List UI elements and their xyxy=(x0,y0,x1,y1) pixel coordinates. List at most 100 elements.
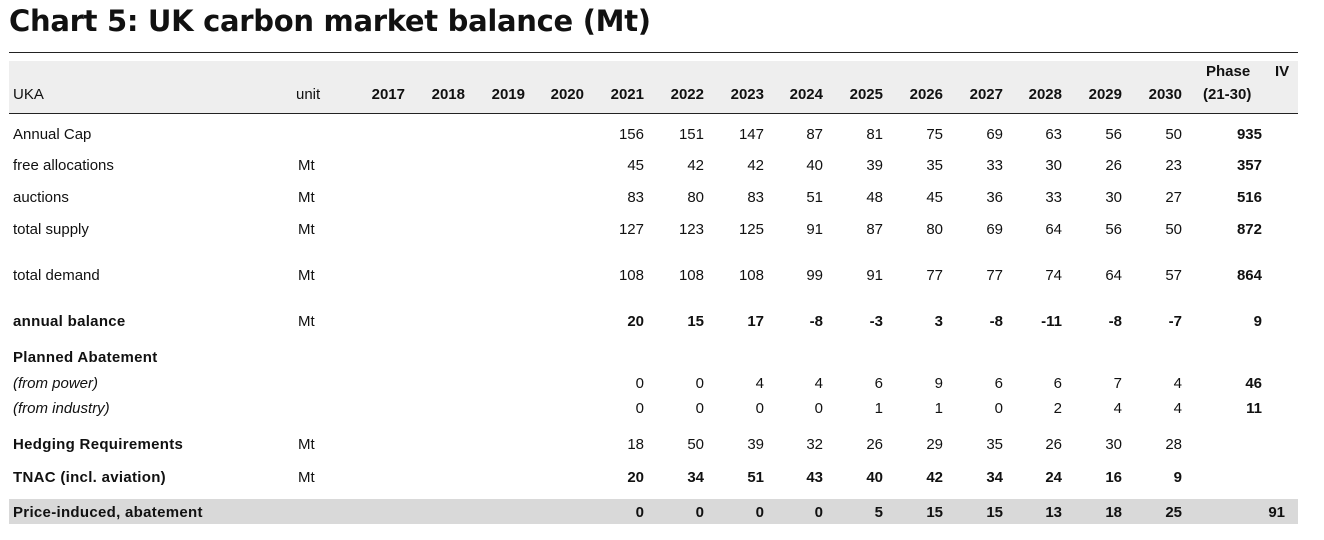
header-year: 2021 xyxy=(610,86,644,103)
phase-total: 357 xyxy=(1236,157,1262,174)
data-cell: -3 xyxy=(869,313,883,330)
data-cell: 6 xyxy=(1053,375,1062,392)
data-cell: 0 xyxy=(814,400,823,417)
data-cell: 83 xyxy=(747,189,764,206)
data-cell: 45 xyxy=(627,157,644,174)
data-cell: 81 xyxy=(866,126,883,143)
data-cell: -11 xyxy=(1041,313,1062,330)
row-label: Annual Cap xyxy=(13,126,92,143)
data-cell: 64 xyxy=(1045,221,1062,238)
data-cell: 50 xyxy=(1165,221,1182,238)
data-cell: 30 xyxy=(1105,436,1122,453)
data-cell: 26 xyxy=(1105,157,1122,174)
data-cell: 33 xyxy=(986,157,1003,174)
data-cell: 51 xyxy=(806,189,823,206)
data-cell: 56 xyxy=(1105,126,1122,143)
data-cell: 42 xyxy=(687,157,704,174)
data-cell: 15 xyxy=(926,504,943,521)
data-cell: 5 xyxy=(874,504,883,521)
row-label: TNAC (incl. aviation) xyxy=(13,469,166,486)
row-label: auctions xyxy=(13,189,69,206)
data-cell: 24 xyxy=(1045,469,1062,486)
data-cell: 127 xyxy=(618,221,644,238)
data-cell: 33 xyxy=(1045,189,1062,206)
data-cell: 50 xyxy=(1165,126,1182,143)
data-cell: 42 xyxy=(926,469,943,486)
phase-total: 9 xyxy=(1253,313,1262,330)
header-year: 2024 xyxy=(789,86,823,103)
data-cell: 43 xyxy=(806,469,823,486)
data-cell: 2 xyxy=(1053,400,1062,417)
data-cell: 7 xyxy=(1113,375,1122,392)
data-cell: 125 xyxy=(738,221,764,238)
data-cell: 16 xyxy=(1105,469,1122,486)
row-unit: Mt xyxy=(298,469,315,486)
data-cell: 30 xyxy=(1045,157,1062,174)
row-label: Hedging Requirements xyxy=(13,436,184,453)
data-cell: 156 xyxy=(618,126,644,143)
data-cell: 80 xyxy=(687,189,704,206)
data-cell: 0 xyxy=(994,400,1003,417)
data-cell: 6 xyxy=(994,375,1003,392)
header-year: 2028 xyxy=(1028,86,1062,103)
header-year: 2026 xyxy=(909,86,943,103)
data-cell: 1 xyxy=(934,400,943,417)
data-cell: 56 xyxy=(1105,221,1122,238)
row-label: Price-induced, abatement xyxy=(13,504,203,521)
data-cell: 147 xyxy=(738,126,764,143)
header-year: 2019 xyxy=(491,86,525,103)
data-cell: 0 xyxy=(635,400,644,417)
data-cell: 34 xyxy=(986,469,1003,486)
row-label: annual balance xyxy=(13,313,126,330)
phase-total: 935 xyxy=(1236,126,1262,143)
data-cell: 99 xyxy=(806,267,823,284)
data-cell: 9 xyxy=(1173,469,1182,486)
phase-total: 516 xyxy=(1236,189,1262,206)
data-cell: 4 xyxy=(1173,400,1182,417)
row-unit: Mt xyxy=(298,157,315,174)
data-cell: 0 xyxy=(755,400,764,417)
data-cell: 4 xyxy=(1173,375,1182,392)
data-cell: 83 xyxy=(627,189,644,206)
row-unit: Mt xyxy=(298,267,315,284)
data-cell: 39 xyxy=(747,436,764,453)
header-label: UKA xyxy=(13,86,44,103)
data-cell: 91 xyxy=(866,267,883,284)
header-year: 2029 xyxy=(1088,86,1122,103)
data-cell: 35 xyxy=(926,157,943,174)
data-cell: 108 xyxy=(678,267,704,284)
data-cell: 0 xyxy=(695,400,704,417)
data-cell: 4 xyxy=(814,375,823,392)
data-cell: 20 xyxy=(627,469,644,486)
header-year: 2020 xyxy=(550,86,584,103)
header-year: 2018 xyxy=(431,86,465,103)
data-cell: 40 xyxy=(806,157,823,174)
data-cell: 0 xyxy=(814,504,823,521)
header-phase-iv: IV xyxy=(1275,63,1290,80)
data-cell: 30 xyxy=(1105,189,1122,206)
header-year: 2025 xyxy=(849,86,883,103)
header-year: 2023 xyxy=(730,86,764,103)
phase-total: 11 xyxy=(1246,400,1262,417)
data-cell: 50 xyxy=(687,436,704,453)
row-unit: Mt xyxy=(298,189,315,206)
data-cell: 18 xyxy=(627,436,644,453)
data-cell: 1 xyxy=(874,400,883,417)
data-cell: 0 xyxy=(695,504,704,521)
data-cell: 25 xyxy=(1165,504,1182,521)
data-cell: 29 xyxy=(926,436,943,453)
data-cell: 26 xyxy=(1045,436,1062,453)
data-cell: 87 xyxy=(866,221,883,238)
data-cell: 108 xyxy=(618,267,644,284)
row-unit: Mt xyxy=(298,313,315,330)
data-cell: -8 xyxy=(1108,313,1122,330)
row-unit: Mt xyxy=(298,221,315,238)
row-unit: Mt xyxy=(298,436,315,453)
header-divider xyxy=(9,113,1298,114)
row-label: (from power) xyxy=(13,375,99,392)
data-cell: 75 xyxy=(926,126,943,143)
data-cell: 36 xyxy=(986,189,1003,206)
data-cell: 91 xyxy=(806,221,823,238)
data-cell: 64 xyxy=(1105,267,1122,284)
data-cell: 17 xyxy=(747,313,764,330)
